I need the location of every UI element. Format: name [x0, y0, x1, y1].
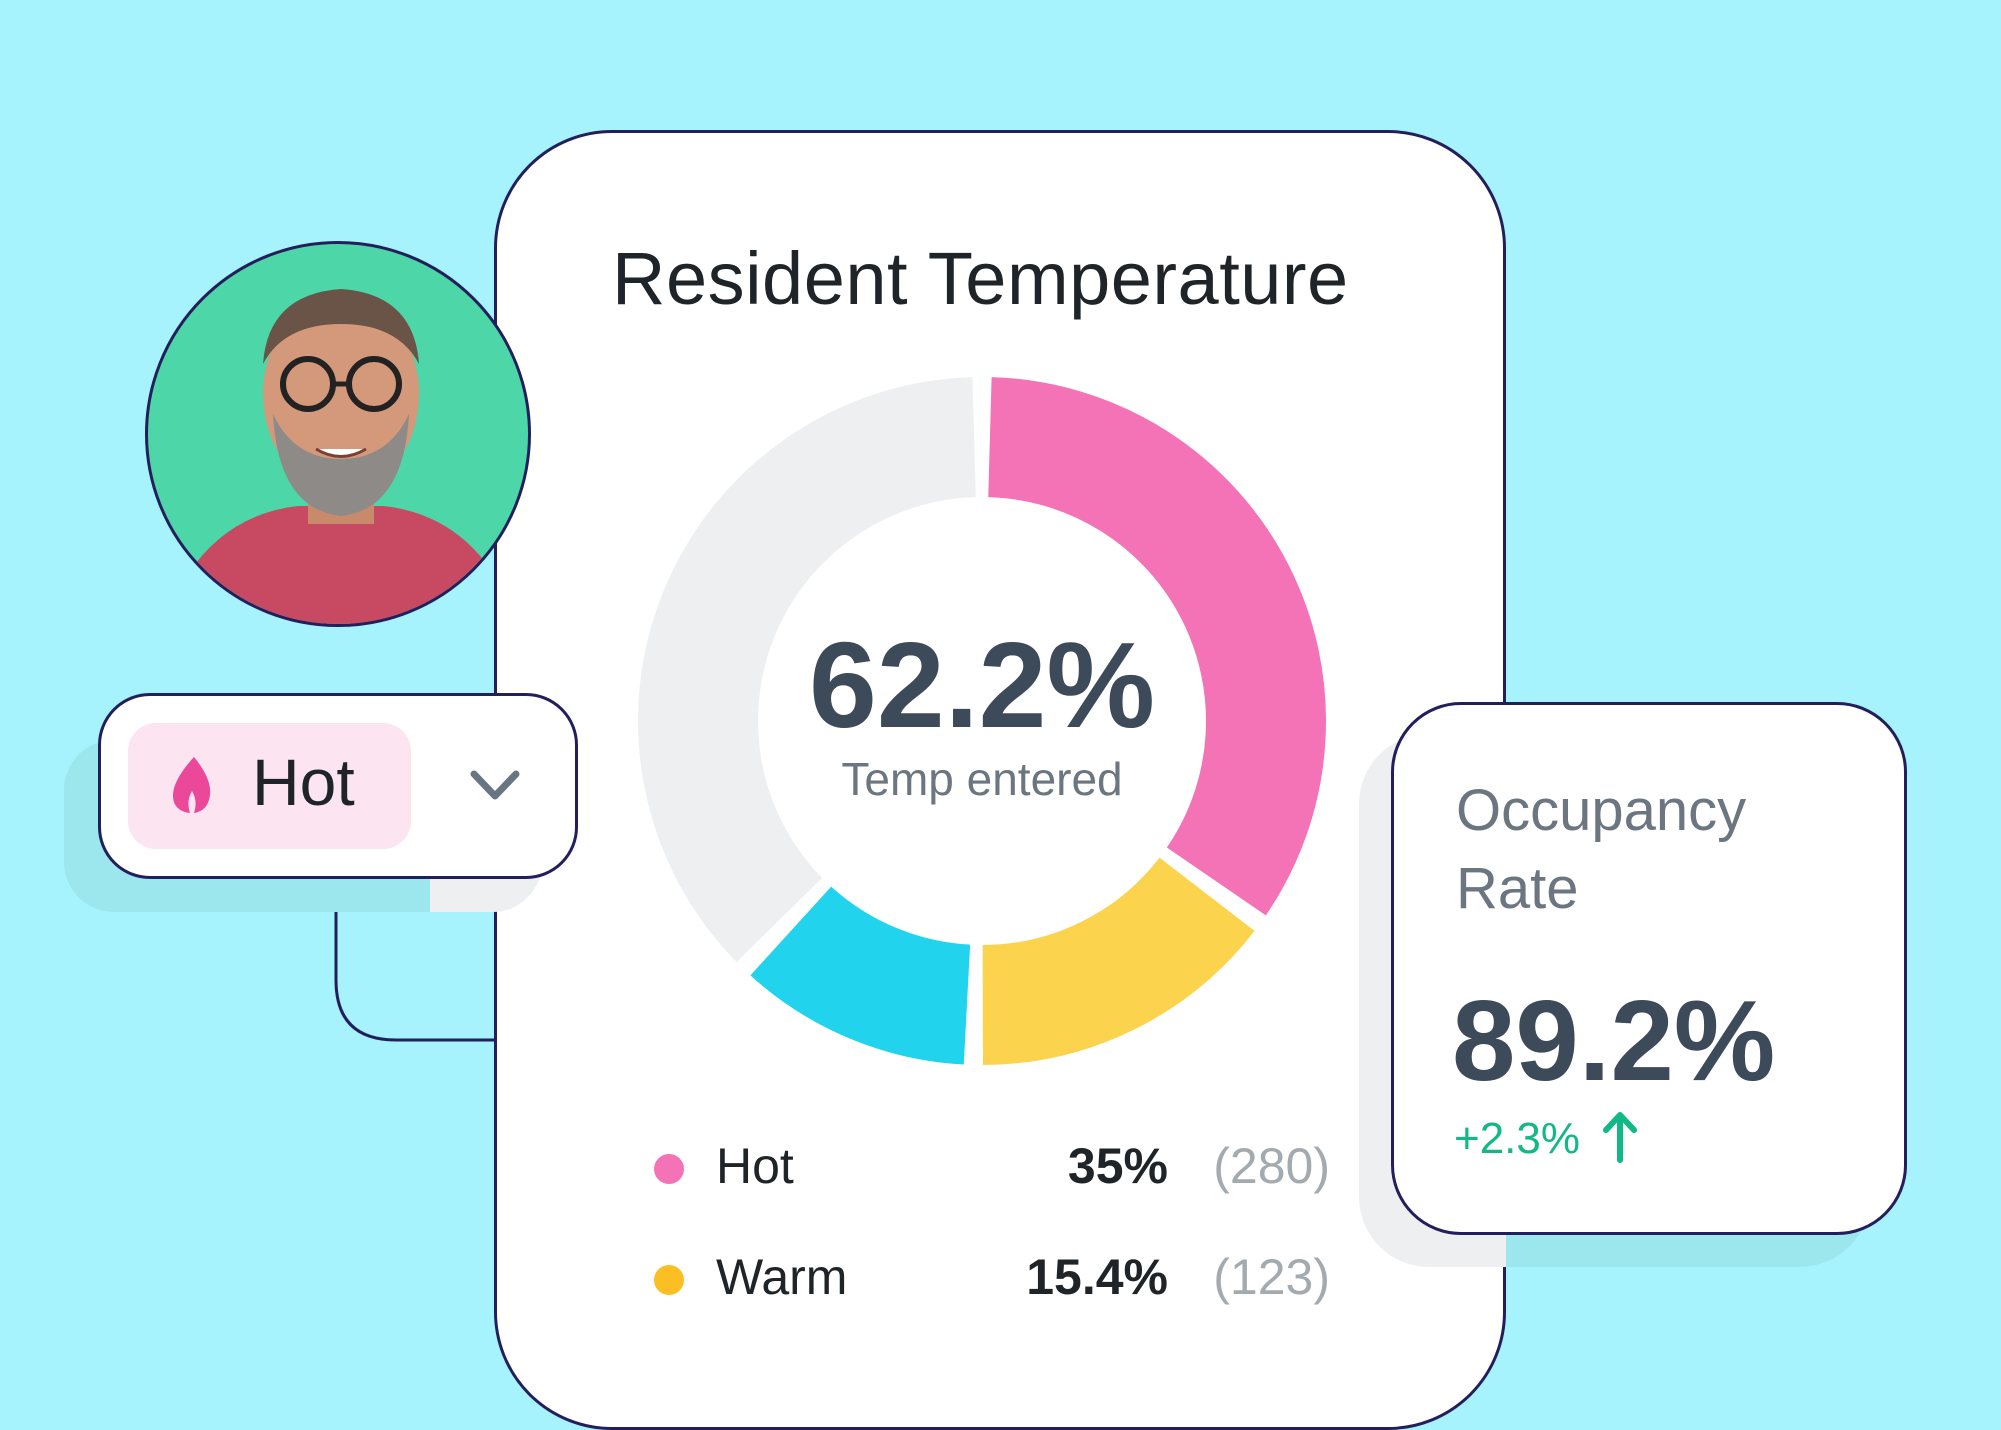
- selected-value: Hot: [252, 745, 355, 819]
- legend-name: Warm: [716, 1249, 848, 1305]
- occupancy-value: 89.2%: [1452, 978, 1776, 1105]
- chevron-down-icon[interactable]: [470, 770, 520, 802]
- person-photo: [188, 289, 494, 624]
- center-label: Temp entered: [841, 753, 1123, 805]
- legend-count: (280): [1213, 1138, 1330, 1194]
- center-value: 62.2%: [809, 617, 1155, 753]
- donut-slice-2: [750, 885, 972, 1065]
- arrow-up-icon: [1603, 1112, 1637, 1163]
- card-title: Resident Temperature: [612, 237, 1349, 320]
- donut-slice-3: [638, 377, 977, 962]
- legend-dot: [654, 1265, 684, 1295]
- legend-name: Hot: [716, 1138, 794, 1194]
- legend-dot: [654, 1154, 684, 1184]
- legend-item-hot: Hot 35% (280): [650, 1132, 1330, 1202]
- legend-count: (123): [1213, 1249, 1330, 1305]
- occupancy-delta: +2.3%: [1454, 1114, 1580, 1163]
- connector-line: [334, 870, 496, 1042]
- avatar: [145, 241, 531, 627]
- donut-slice-hot: [987, 377, 1326, 916]
- donut-slice-warm: [981, 856, 1255, 1065]
- flame-icon: [172, 757, 211, 813]
- legend-item-warm: Warm 15.4% (123): [650, 1243, 1330, 1313]
- donut-chart: [638, 377, 1326, 1065]
- legend-percent: 35%: [1067, 1138, 1168, 1194]
- occupancy-card: [1391, 702, 1907, 1235]
- occupancy-title: Occupancy Rate: [1456, 778, 1747, 921]
- legend-percent: 15.4%: [1026, 1249, 1168, 1305]
